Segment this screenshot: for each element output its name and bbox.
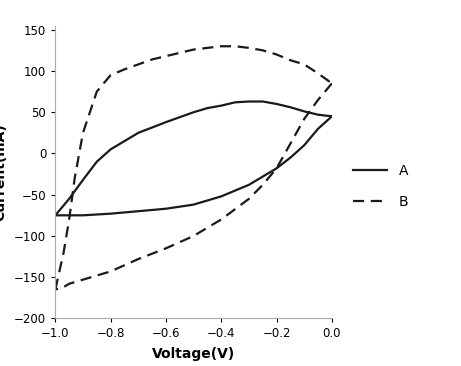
A (260, 99, 266, 104)
B (315, 71, 321, 76)
A (136, 131, 141, 135)
A (246, 99, 252, 104)
A (205, 106, 210, 110)
B (53, 287, 58, 292)
B (246, 46, 252, 50)
A (315, 112, 321, 117)
B (80, 131, 86, 135)
B (61, 250, 66, 255)
B (66, 217, 72, 222)
Line: B: B (55, 46, 332, 290)
A (53, 213, 58, 217)
A (66, 197, 72, 201)
A (108, 147, 113, 152)
A (274, 102, 279, 106)
B (149, 57, 155, 61)
B (94, 89, 100, 94)
B (72, 176, 77, 180)
A (301, 109, 307, 113)
B (177, 51, 183, 55)
A (163, 120, 169, 124)
X-axis label: Voltage(V): Voltage(V) (152, 347, 235, 361)
Legend: A, B: A, B (353, 164, 408, 209)
B (108, 73, 113, 77)
A (232, 100, 238, 105)
A (80, 178, 86, 182)
B (136, 62, 141, 67)
B (274, 52, 279, 57)
A (94, 160, 100, 164)
Y-axis label: Current(mA): Current(mA) (0, 123, 7, 221)
B (89, 106, 94, 110)
B (232, 44, 238, 48)
B (205, 46, 210, 50)
A (329, 114, 335, 119)
B (260, 48, 266, 53)
A (288, 105, 293, 109)
B (122, 67, 127, 71)
A (219, 104, 224, 108)
A (191, 110, 196, 115)
Line: A: A (55, 101, 332, 215)
B (301, 62, 307, 67)
B (288, 58, 293, 63)
B (219, 44, 224, 48)
B (191, 47, 196, 52)
B (163, 54, 169, 58)
B (329, 81, 335, 86)
